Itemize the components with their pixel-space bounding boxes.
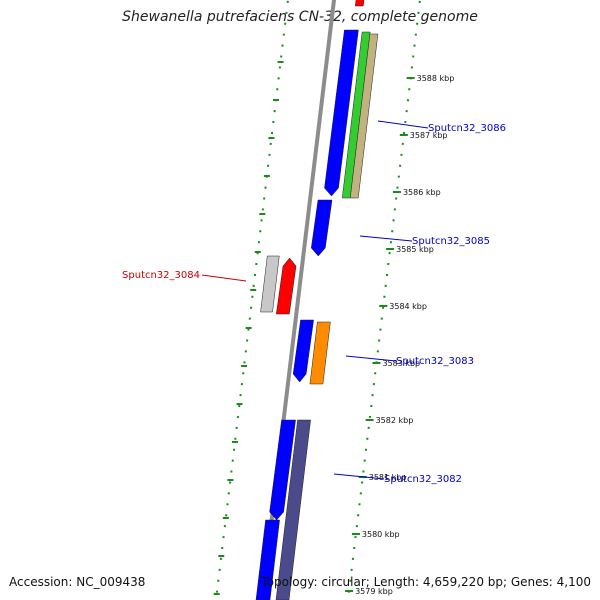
scale-tick-label: 3588 kbp <box>417 74 455 83</box>
map-title: Shewanella putrefaciens CN-32, complete … <box>122 9 478 25</box>
scale-tick-label: 3584 kbp <box>389 302 427 311</box>
gene-leader-line <box>377 120 429 129</box>
slate-feature <box>275 419 311 600</box>
scale-tick-label: 3583 kbp <box>382 359 420 368</box>
gene-sputcn32-3086 <box>324 29 359 197</box>
accession-text: Accession: NC_009438 <box>9 575 146 589</box>
grey-feature <box>260 255 280 313</box>
scale-tick-label: 3582 kbp <box>376 416 414 425</box>
gene-sputcn32-3082 <box>269 419 296 521</box>
scale-tick-label: 3585 kbp <box>396 245 434 254</box>
gene-label: Sputcn32_3083 <box>396 356 474 367</box>
olive-feature <box>349 33 379 199</box>
gene-label: Sputcn32_3084 <box>122 270 200 281</box>
gene-label: Sputcn32_3086 <box>428 123 506 134</box>
gc-dotted-track <box>213 0 422 600</box>
gene-sputcn32-3083 <box>292 319 314 383</box>
orange-feature <box>309 321 331 385</box>
scale-tick-label: 3579 kbp <box>355 587 393 596</box>
gene-sputcn32-3085 <box>311 199 333 257</box>
gene-label-group: Sputcn32_3086 Sputcn32_3085 Sputcn32_3084 S… <box>122 120 506 485</box>
gene-bottom <box>255 519 280 600</box>
gene-leader-line <box>333 473 385 480</box>
feature-group <box>255 0 379 600</box>
scale-tick-label: 3587 kbp <box>410 131 448 140</box>
gene-sputcn32-3084 <box>276 257 297 315</box>
gene-leader-line <box>201 274 247 282</box>
gene-label: Sputcn32_3082 <box>384 474 462 485</box>
scale-tick-label: 3581 kbp <box>369 473 407 482</box>
topology-text: Topology: circular; Length: 4,659,220 bp… <box>261 575 591 589</box>
scale-tick-label: 3586 kbp <box>403 188 441 197</box>
gene-label: Sputcn32_3085 <box>412 236 490 247</box>
red-feature-top <box>354 0 365 7</box>
gene-leader-line <box>359 235 413 242</box>
scale-tick-group: 3588 kbp 3587 kbp 3586 kbp 3585 kbp 3584 kbp… <box>345 74 454 596</box>
scale-tick-label: 3580 kbp <box>362 530 400 539</box>
gene-leader-line <box>345 355 397 362</box>
